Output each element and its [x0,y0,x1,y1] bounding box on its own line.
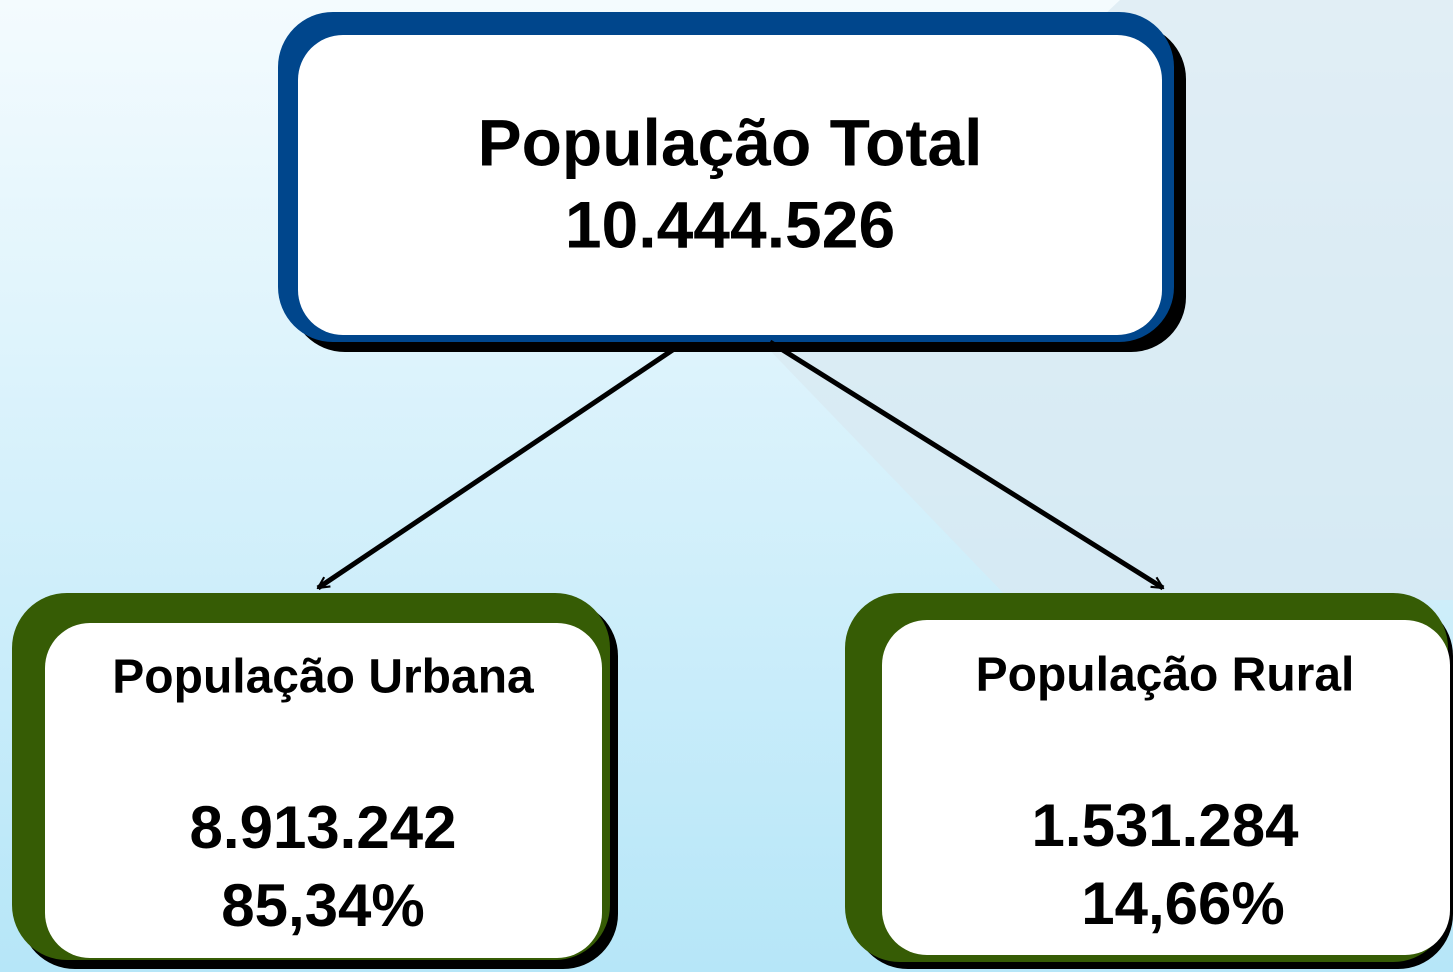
node-box [45,623,602,958]
node-value: 8.913.242 [190,794,457,861]
arrow [768,339,1163,591]
node-box [882,620,1450,955]
node-label: População Rural [976,649,1355,702]
node-label: População Urbana [112,651,534,704]
arrow [318,342,682,591]
node-value: 1.531.284 [1032,792,1300,859]
node-percent: 85,34% [221,872,425,939]
node-box [298,35,1162,335]
node-label: População Total [478,105,983,179]
node-percent: 14,66% [1081,870,1285,937]
node-value: 10.444.526 [565,187,895,261]
